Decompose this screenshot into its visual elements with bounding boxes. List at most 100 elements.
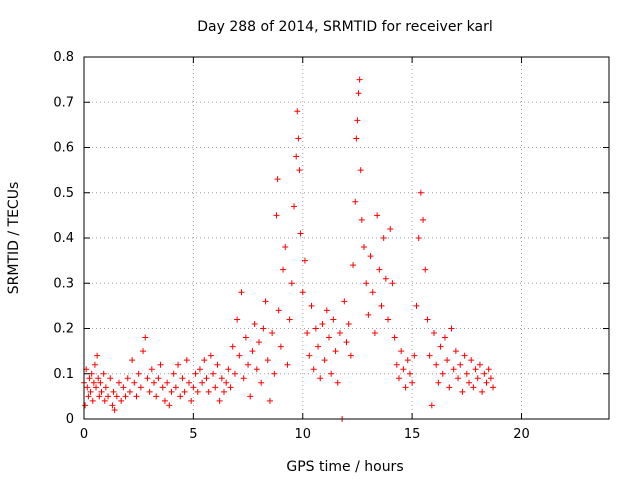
data-point <box>350 262 357 269</box>
data-point <box>374 212 381 219</box>
data-point <box>326 334 332 341</box>
data-point <box>129 357 136 364</box>
data-point <box>382 275 389 282</box>
data-point <box>441 334 448 341</box>
data-point <box>140 348 147 355</box>
data-point <box>97 379 104 386</box>
data-point <box>369 289 376 296</box>
data-point <box>424 316 431 323</box>
data-point <box>400 366 407 373</box>
data-point <box>223 379 230 386</box>
data-point <box>210 370 217 377</box>
data-point <box>240 375 247 382</box>
data-point <box>118 397 125 404</box>
data-point <box>234 316 241 323</box>
data-point <box>86 375 93 382</box>
data-point <box>207 352 214 359</box>
data-point <box>299 289 306 296</box>
data-point <box>177 393 184 400</box>
data-point <box>474 375 481 382</box>
data-point <box>371 330 378 337</box>
data-point <box>199 379 206 386</box>
data-point <box>274 176 281 183</box>
grid-layer <box>84 57 609 419</box>
data-point <box>406 370 413 377</box>
data-point <box>146 388 153 395</box>
data-point <box>91 361 98 368</box>
data-point <box>357 167 364 174</box>
data-point <box>175 361 182 368</box>
y-tick-label: 0.1 <box>53 367 74 382</box>
data-point <box>153 393 160 400</box>
data-point <box>284 361 291 368</box>
data-point <box>275 307 282 314</box>
data-point <box>100 370 107 377</box>
data-point <box>402 384 409 391</box>
data-point <box>398 348 405 355</box>
data-point <box>161 397 168 404</box>
data-point <box>236 352 243 359</box>
data-point <box>221 388 227 395</box>
data-point <box>164 379 171 386</box>
data-point <box>457 361 464 368</box>
data-point <box>468 357 475 364</box>
data-point <box>361 244 367 251</box>
tick-marks <box>83 56 609 420</box>
data-point <box>282 244 289 251</box>
data-point <box>310 366 317 373</box>
data-point <box>463 370 470 377</box>
data-point <box>194 388 201 395</box>
data-point <box>258 379 265 386</box>
data-point <box>293 153 300 160</box>
data-points <box>81 76 497 422</box>
data-point <box>179 375 186 382</box>
data-point <box>466 379 472 386</box>
data-point <box>472 366 479 373</box>
data-point <box>151 379 157 386</box>
data-point <box>487 375 494 382</box>
x-tick-label: 20 <box>513 427 530 442</box>
data-point <box>426 352 433 359</box>
data-point <box>101 397 108 404</box>
data-point <box>247 393 254 400</box>
data-point <box>201 357 208 364</box>
data-point <box>435 379 442 386</box>
data-point <box>205 388 212 395</box>
data-point <box>218 375 225 382</box>
data-point <box>166 402 173 409</box>
data-point <box>319 320 326 327</box>
x-tick-labels: 0 5 10 15 20 <box>80 427 530 442</box>
data-point <box>229 343 236 350</box>
data-point <box>356 76 363 83</box>
data-point <box>345 320 352 327</box>
data-point <box>393 361 400 368</box>
data-point <box>231 370 238 377</box>
chart-title: Day 288 of 2014, SRMTID for receiver kar… <box>197 19 493 35</box>
y-tick-label: 0 <box>66 412 74 427</box>
data-point <box>242 334 249 341</box>
data-point <box>271 370 278 377</box>
data-point <box>113 393 120 400</box>
data-point <box>450 366 457 373</box>
data-point <box>131 379 138 386</box>
data-point <box>385 316 392 323</box>
data-point <box>107 375 114 382</box>
data-point <box>124 375 131 382</box>
data-point <box>277 343 284 350</box>
data-point <box>376 266 383 273</box>
data-point <box>188 397 195 404</box>
data-point <box>294 108 301 115</box>
data-point <box>256 339 262 346</box>
data-point <box>280 266 287 273</box>
data-point <box>321 357 328 364</box>
data-point <box>439 370 446 377</box>
x-tick-label: 0 <box>80 427 88 442</box>
data-point <box>266 397 273 404</box>
y-tick-label: 0.7 <box>53 95 74 110</box>
data-point <box>291 203 297 210</box>
data-point <box>391 334 398 341</box>
x-tick-label: 15 <box>404 427 421 442</box>
data-point <box>157 361 164 368</box>
data-point <box>317 375 324 382</box>
